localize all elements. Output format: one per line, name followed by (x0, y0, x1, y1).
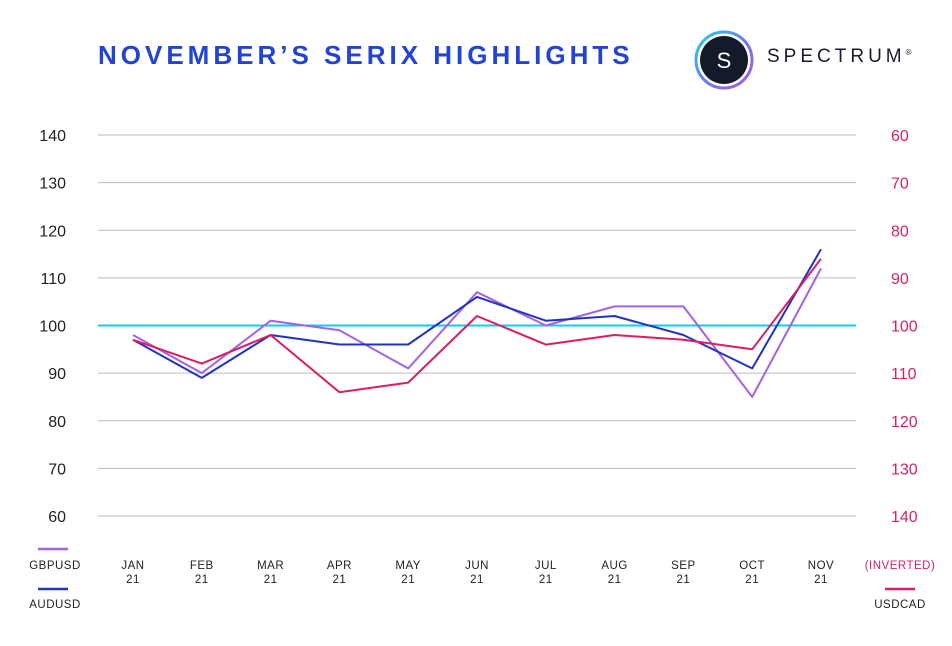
x-tick-year: 21 (401, 574, 415, 586)
right-tick-label: 140 (891, 509, 918, 526)
x-tick-year: 21 (608, 574, 622, 586)
x-tick-year: 21 (677, 574, 691, 586)
brand-name: SPECTRUM® (767, 46, 912, 68)
x-tick-month: JUL (535, 560, 557, 572)
left-tick-label: 140 (39, 128, 66, 145)
x-tick-year: 21 (264, 574, 278, 586)
brand-letter: S (717, 48, 732, 73)
legend-label-usdcad: USDCAD (874, 599, 926, 611)
left-tick-label: 110 (40, 271, 66, 288)
x-tick-month: APR (327, 560, 352, 572)
x-tick-month: MAR (257, 560, 284, 572)
x-tick-year: 21 (539, 574, 553, 586)
right-axis-ticks: 60 70 80 90 100 110 120 130 140 (891, 128, 918, 526)
page-title: NOVEMBER’S SERIX HIGHLIGHTS (98, 40, 634, 70)
left-tick-label: 70 (48, 461, 66, 478)
right-tick-label: 80 (891, 223, 909, 240)
x-tick-month: SEP (671, 560, 696, 572)
right-tick-label: 90 (891, 271, 909, 288)
x-tick-month: FEB (190, 560, 214, 572)
left-tick-label: 130 (39, 176, 66, 193)
series-line-usdcad (132, 258, 822, 394)
x-tick-year: 21 (814, 574, 828, 586)
right-tick-label: 100 (891, 319, 918, 336)
legend-label-gbpusd: GBPUSD (29, 560, 81, 572)
x-tick-year: 21 (470, 574, 484, 586)
right-tick-label: 110 (891, 366, 917, 383)
right-tick-label: 130 (891, 461, 918, 478)
right-tick-label: 70 (891, 176, 909, 193)
left-axis-ticks: 140 130 120 110 100 90 80 70 60 (39, 128, 66, 526)
x-tick-year: 21 (745, 574, 759, 586)
legend-label-audusd: AUDUSD (29, 599, 81, 611)
x-tick-month: NOV (808, 560, 834, 572)
right-tick-label: 120 (891, 414, 918, 431)
brand-logo: S SPECTRUM® (693, 29, 943, 90)
left-tick-label: 60 (48, 509, 66, 526)
left-tick-label: 80 (48, 414, 66, 431)
spectrum-logo-icon: S (694, 30, 754, 90)
right-axis-inverted-label: (INVERTED) (865, 560, 936, 572)
legend: GBPUSD AUDUSD (INVERTED) USDCAD (29, 547, 936, 611)
series-lines (132, 248, 822, 398)
brand-name-text: SPECTRUM (767, 46, 906, 67)
x-tick-month: JAN (121, 560, 144, 572)
x-tick-year: 21 (333, 574, 347, 586)
left-tick-label: 100 (39, 319, 66, 336)
x-tick-month: AUG (601, 560, 627, 572)
right-tick-label: 60 (891, 128, 909, 145)
x-tick-month: JUN (465, 560, 489, 572)
left-tick-label: 120 (39, 223, 66, 240)
x-tick-month: OCT (739, 560, 765, 572)
x-tick-year: 21 (126, 574, 140, 586)
series-line-gbpusd (132, 267, 822, 398)
series-line-audusd (132, 248, 822, 379)
registered-mark: ® (905, 48, 912, 57)
x-tick-year: 21 (195, 574, 209, 586)
left-tick-label: 90 (48, 366, 66, 383)
x-axis-labels: JAN 21 FEB 21 MAR 21 APR 21 MAY 21 JUN 21 JUL 21 AUG 21… (121, 560, 834, 586)
x-tick-month: MAY (395, 560, 421, 572)
